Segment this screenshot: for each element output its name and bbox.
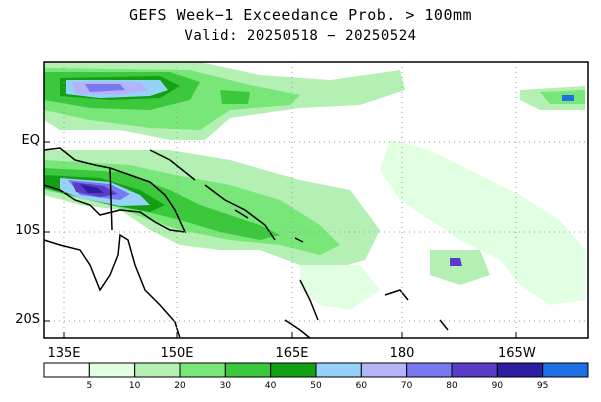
x-tick-label: 180	[389, 346, 415, 361]
grid-lines	[44, 62, 588, 338]
colorbar-label: 70	[400, 381, 413, 391]
colorbar-swatch	[88, 362, 136, 378]
x-tick-label: 165W	[498, 346, 536, 361]
colorbar-swatch	[406, 362, 453, 378]
x-tick-label: 135E	[47, 346, 81, 361]
y-tick-label: EQ	[21, 133, 40, 148]
coastline	[43, 147, 449, 339]
colorbar-swatch	[315, 362, 362, 378]
y-tick-label: 20S	[15, 312, 40, 327]
colorbar-label: 90	[491, 381, 504, 391]
x-tick-label: 165E	[275, 346, 309, 361]
colorbar-swatch	[360, 362, 408, 378]
colorbar-swatch	[224, 362, 272, 378]
colorbar-swatch	[496, 362, 544, 378]
colorbar-swatch	[179, 362, 226, 378]
colorbar	[43, 362, 589, 378]
colorbar-label: 30	[219, 381, 232, 391]
colorbar-label: 40	[264, 381, 277, 391]
chart-title: GEFS Week−1 Exceedance Prob. > 100mm	[128, 6, 473, 24]
colorbar-swatch	[542, 362, 589, 378]
colorbar-label: 10	[128, 381, 141, 391]
colorbar-label: 20	[174, 381, 186, 391]
colorbar-swatch	[134, 362, 181, 378]
colorbar-swatch	[451, 362, 498, 378]
chart-subtitle: Valid: 20250518 − 20250524	[184, 28, 417, 44]
colorbar-swatch	[270, 362, 317, 378]
map-frame	[43, 61, 589, 339]
colorbar-label: 80	[446, 381, 458, 391]
axis-ticks	[44, 141, 517, 338]
x-tick-label: 150E	[160, 346, 194, 361]
colorbar-swatch	[43, 362, 90, 378]
probability-field	[44, 62, 585, 310]
colorbar-label: 5	[86, 381, 93, 391]
y-tick-label: 10S	[15, 223, 40, 238]
colorbar-label: 50	[310, 381, 322, 391]
colorbar-label: 60	[355, 381, 368, 391]
colorbar-label: 95	[536, 381, 549, 391]
